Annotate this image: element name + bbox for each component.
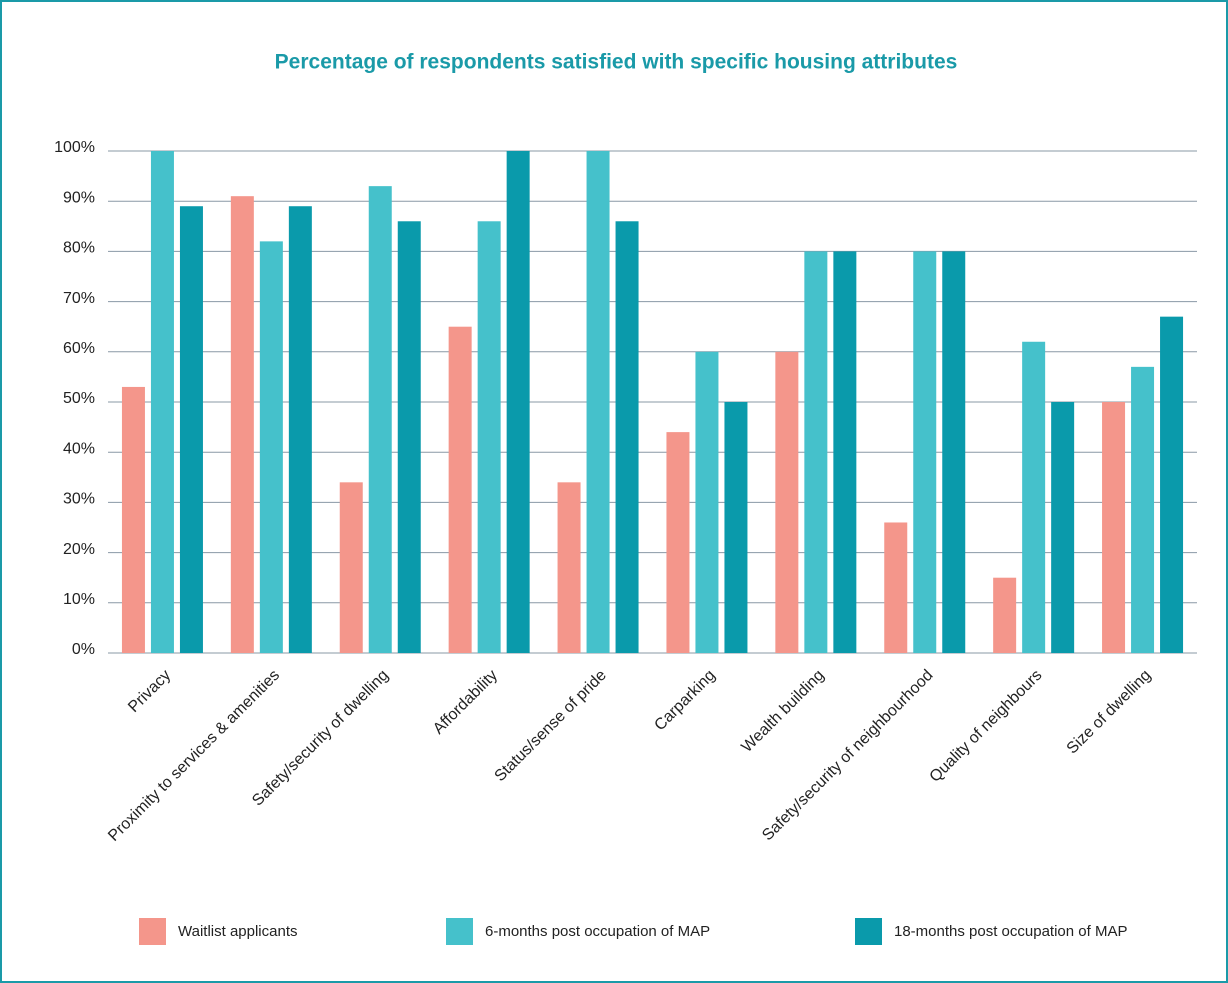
x-tick-label: Quality of neighbours xyxy=(927,667,1046,786)
bar xyxy=(913,251,937,653)
legend-label: Waitlist applicants xyxy=(178,923,298,940)
bar xyxy=(557,482,581,653)
bar xyxy=(1051,402,1075,653)
y-tick-label: 30% xyxy=(63,491,95,508)
bar xyxy=(448,326,472,653)
bar xyxy=(833,251,857,653)
x-tick-label: Size of dwelling xyxy=(1064,667,1155,758)
bar xyxy=(1131,366,1155,653)
bar xyxy=(288,206,312,653)
bar xyxy=(586,151,610,653)
bar xyxy=(397,221,421,653)
bar xyxy=(259,241,283,654)
bar xyxy=(804,251,828,653)
bar xyxy=(666,432,690,653)
bar xyxy=(942,251,966,653)
bar xyxy=(506,151,530,653)
x-tick-label: Privacy xyxy=(125,667,174,716)
legend-label: 6-months post occupation of MAP xyxy=(485,923,710,940)
bar xyxy=(884,522,908,653)
x-tick-label: Affordability xyxy=(430,667,501,738)
x-tick-label: Wealth building xyxy=(738,667,827,756)
bar xyxy=(1102,402,1126,653)
bar xyxy=(775,351,799,653)
y-tick-label: 70% xyxy=(63,290,95,307)
bar xyxy=(368,186,392,653)
y-tick-label: 80% xyxy=(63,240,95,257)
chart-title: Percentage of respondents satisfied with… xyxy=(275,51,958,74)
legend-swatch xyxy=(139,918,166,945)
legend-label: 18-months post occupation of MAP xyxy=(894,923,1127,940)
bar xyxy=(121,386,145,653)
y-tick-label: 50% xyxy=(63,390,95,407)
y-tick-label: 60% xyxy=(63,340,95,357)
bar xyxy=(179,206,203,653)
y-tick-label: 10% xyxy=(63,591,95,608)
x-tick-label: Carparking xyxy=(651,667,718,734)
legend-swatch xyxy=(855,918,882,945)
bar xyxy=(477,221,501,653)
y-tick-label: 90% xyxy=(63,189,95,206)
x-tick-label: Proximity to services & amenities xyxy=(105,667,283,845)
bar xyxy=(1022,341,1046,653)
x-tick-label: Safety/security of neighbourhood xyxy=(759,667,936,844)
y-tick-label: 100% xyxy=(54,139,95,156)
bar xyxy=(993,577,1017,653)
bar xyxy=(1160,316,1184,653)
y-tick-label: 0% xyxy=(72,641,95,658)
y-tick-label: 20% xyxy=(63,541,95,558)
bar xyxy=(339,482,363,653)
bar xyxy=(724,402,748,653)
x-tick-label: Status/sense of pride xyxy=(492,667,610,785)
bar xyxy=(230,196,254,653)
bar xyxy=(150,151,174,653)
legend-swatch xyxy=(446,918,473,945)
y-tick-label: 40% xyxy=(63,440,95,457)
bar xyxy=(615,221,639,653)
bar xyxy=(695,351,719,653)
